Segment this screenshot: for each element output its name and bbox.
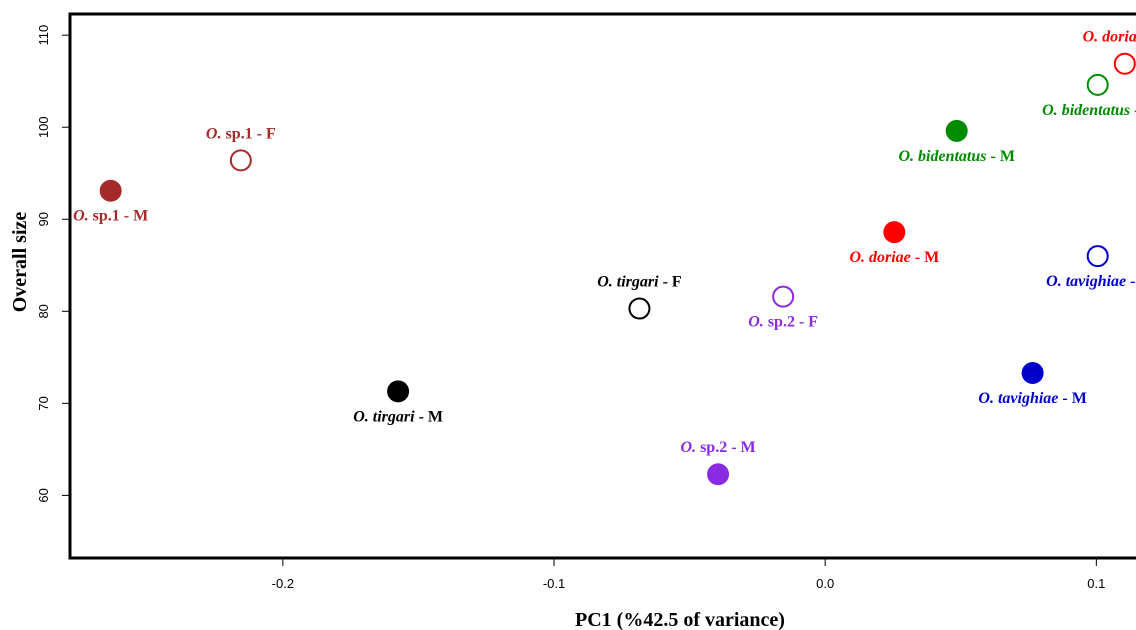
label-genus: O. bbox=[681, 439, 697, 456]
y-tick-label: 80 bbox=[36, 304, 51, 318]
axis-ticks-group: -0.2 -0.1 0.0 0.1 60 70 80 90 100 110 bbox=[36, 25, 1105, 591]
y-tick-label: 60 bbox=[36, 488, 51, 502]
label-species: sp.1 bbox=[93, 208, 120, 225]
label-species: bidentatus bbox=[1062, 102, 1130, 119]
label-sex: - M bbox=[415, 408, 443, 425]
data-point-label: O. doriae - M bbox=[849, 249, 939, 266]
plot-frame bbox=[68, 12, 1136, 560]
data-point-tavighiae-f bbox=[1086, 245, 1109, 268]
label-genus: O. bbox=[353, 408, 369, 425]
label-genus: O. bbox=[849, 249, 865, 266]
label-genus: O. bbox=[1046, 273, 1062, 290]
label-species: sp.1 bbox=[225, 125, 252, 142]
data-point-doriae-f bbox=[1113, 52, 1136, 75]
label-species: doriae bbox=[1102, 29, 1136, 46]
y-tick-label: 110 bbox=[36, 25, 51, 46]
data-point-sp1-m bbox=[99, 179, 122, 202]
data-point-sp2-m bbox=[707, 463, 730, 486]
x-tick-label: 0.0 bbox=[816, 576, 834, 591]
y-tick-label: 90 bbox=[36, 212, 51, 226]
label-sex: - F bbox=[1130, 102, 1136, 119]
label-sex: - F bbox=[253, 125, 276, 142]
data-point-sp1-f bbox=[229, 149, 252, 172]
data-point-label: O. tavighiae - M bbox=[978, 390, 1086, 407]
label-sex: - F bbox=[795, 314, 818, 331]
data-point-label: O. bidentatus - F bbox=[1042, 102, 1136, 119]
label-species: sp.2 bbox=[700, 439, 727, 456]
data-point-sp2-f bbox=[772, 285, 795, 308]
label-sex: - M bbox=[1058, 390, 1086, 407]
y-tick-label: 100 bbox=[36, 116, 51, 138]
label-species: bidentatus bbox=[918, 148, 986, 165]
label-genus: O. bbox=[206, 125, 222, 142]
label-sex: - M bbox=[986, 148, 1014, 165]
x-tick-label: -0.1 bbox=[543, 576, 565, 591]
label-sex: - M bbox=[727, 439, 755, 456]
data-point-label: O. bidentatus - M bbox=[898, 148, 1014, 165]
data-point-tirgari-m bbox=[387, 380, 410, 403]
label-genus: O. bbox=[1083, 29, 1099, 46]
x-tick-label: -0.2 bbox=[272, 576, 294, 591]
label-sex: - F bbox=[659, 274, 682, 291]
data-point-tirgari-f bbox=[628, 297, 651, 320]
data-point-label: O. doriae - F bbox=[1083, 29, 1136, 46]
label-sex: - M bbox=[120, 208, 148, 225]
x-tick-label: 0.1 bbox=[1087, 576, 1105, 591]
data-point-label: O. sp.1 - M bbox=[73, 208, 148, 225]
y-tick-label: 70 bbox=[36, 396, 51, 410]
data-point-label: O. sp.2 - M bbox=[681, 439, 756, 456]
data-point-bidentatus-f bbox=[1086, 73, 1109, 96]
point-labels-group: O. sp.1 - MO. sp.1 - FO. tirgari - MO. t… bbox=[73, 29, 1136, 457]
label-species: tavighiae bbox=[998, 390, 1058, 407]
data-point-label: O. sp.1 - F bbox=[206, 125, 276, 142]
label-species: tavighiae bbox=[1066, 273, 1126, 290]
data-point-label: O. tirgari - F bbox=[597, 274, 682, 291]
data-point-label: O. tirgari - M bbox=[353, 408, 443, 425]
plot-frame-group bbox=[68, 12, 1136, 560]
label-sex: - F bbox=[1126, 273, 1136, 290]
label-genus: O. bbox=[73, 208, 89, 225]
label-sex: - M bbox=[911, 249, 939, 266]
data-point-bidentatus-m bbox=[945, 119, 968, 142]
data-point-tavighiae-m bbox=[1021, 361, 1044, 384]
points-group bbox=[99, 52, 1136, 486]
label-genus: O. bbox=[978, 390, 994, 407]
label-species: doriae bbox=[869, 249, 911, 266]
label-genus: O. bbox=[597, 274, 613, 291]
data-point-label: O. tavighiae - F bbox=[1046, 273, 1136, 290]
label-species: tirgari bbox=[373, 408, 415, 425]
label-genus: O. bbox=[748, 314, 764, 331]
data-point-doriae-m bbox=[883, 221, 906, 244]
label-species: tirgari bbox=[617, 274, 659, 291]
label-genus: O. bbox=[898, 148, 914, 165]
x-axis-title: PC1 (%42.5 of variance) bbox=[575, 609, 785, 630]
label-species: sp.2 bbox=[768, 314, 795, 331]
label-genus: O. bbox=[1042, 102, 1058, 119]
y-axis-title: Overall size bbox=[9, 212, 31, 313]
data-point-label: O. sp.2 - F bbox=[748, 314, 818, 331]
